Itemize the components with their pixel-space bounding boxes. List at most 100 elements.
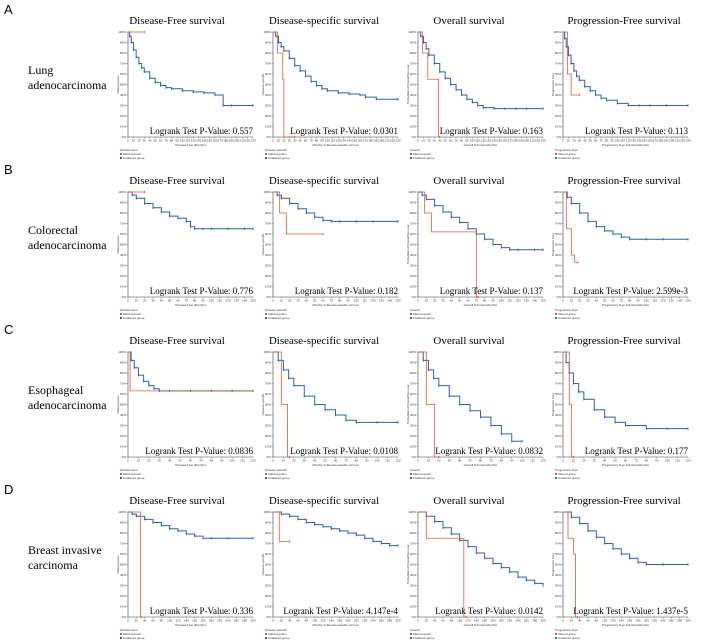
x-tick-label: 300 — [395, 619, 400, 623]
x-tick-label: 120 — [175, 619, 180, 623]
x-tick-label: 200 — [669, 139, 674, 143]
y-tick-label: 70% — [265, 222, 271, 226]
y-tick-label: 40% — [410, 573, 416, 577]
y-tick-label: 30% — [120, 264, 126, 268]
x-tick-label: 60 — [441, 619, 445, 623]
y-tick-label: 20% — [410, 274, 416, 278]
y-tick-label: 100% — [408, 190, 416, 194]
legend-label-unaltered: Unaltered group — [123, 316, 145, 320]
x-tick-label: 170 — [363, 139, 368, 143]
y-tick-label: 90% — [410, 361, 416, 365]
y-tick-label: 70% — [410, 542, 416, 546]
legend-title: Disease Free — [120, 308, 138, 312]
y-tick-label: 60% — [265, 232, 271, 236]
y-tick-label: 10% — [265, 445, 271, 449]
unaltered-survival-curve — [128, 351, 253, 392]
x-tick-label: 40 — [293, 139, 297, 143]
y-axis-label: Disease Free — [116, 395, 120, 413]
x-tick-label: 90 — [201, 299, 205, 303]
y-tick-label: 20% — [410, 594, 416, 598]
legend-swatch-altered — [555, 473, 557, 475]
logrank-p-value: Logrank Test P-Value: 0.776 — [150, 286, 254, 296]
x-axis-label: Overall Survival (Months) — [464, 303, 498, 307]
altered-survival-curve — [273, 191, 323, 235]
x-tick-label: 260 — [524, 619, 529, 623]
y-tick-label: 10% — [410, 605, 416, 609]
altered-survival-curve — [273, 351, 290, 458]
x-tick-label: 210 — [675, 139, 680, 143]
x-axis-label: Overall Survival (Months) — [464, 623, 498, 627]
x-tick-label: 60 — [296, 619, 300, 623]
legend-swatch-altered — [265, 313, 267, 315]
x-tick-label: 300 — [685, 619, 690, 623]
y-tick-label: 30% — [120, 424, 126, 428]
x-tick-label: 200 — [379, 139, 384, 143]
x-tick-label: 60 — [176, 299, 180, 303]
x-tick-label: 140 — [532, 299, 537, 303]
y-tick-label: 90% — [265, 521, 271, 525]
y-tick-label: 50% — [120, 243, 126, 247]
x-tick-label: 10 — [572, 459, 576, 463]
legend-swatch-altered — [555, 633, 557, 635]
y-tick-label: 60% — [120, 232, 126, 236]
legend-label-altered: Altered group — [123, 152, 141, 156]
legend-title: Progression Free — [555, 468, 578, 472]
x-tick-label: 220 — [245, 139, 250, 143]
x-tick-label: 70 — [199, 459, 203, 463]
x-tick-label: 120 — [225, 299, 230, 303]
x-tick-label: 190 — [229, 139, 234, 143]
x-tick-label: 300 — [540, 619, 545, 623]
y-tick-label: 70% — [555, 542, 561, 546]
cancer-type-label: Colorectal — [28, 223, 79, 237]
x-tick-label: 0 — [127, 619, 129, 623]
x-tick-label: 130 — [669, 299, 674, 303]
unaltered-survival-curve — [273, 191, 398, 222]
row-letter: A — [4, 2, 13, 17]
legend-swatch-unaltered — [120, 317, 122, 319]
y-tick-label: 100% — [553, 190, 561, 194]
x-tick-label: 200 — [354, 619, 359, 623]
y-tick-label: 20% — [555, 434, 561, 438]
y-tick-label: 10% — [120, 605, 126, 609]
x-tick-label: 30 — [441, 299, 445, 303]
legend-title: Overall — [410, 628, 420, 632]
legend-label-unaltered: Unaltered group — [268, 476, 290, 480]
y-tick-label: 30% — [120, 104, 126, 108]
x-tick-label: 0 — [272, 459, 274, 463]
legend-swatch-unaltered — [410, 637, 412, 639]
y-tick-label: 0% — [267, 295, 272, 299]
legend-swatch-unaltered — [555, 157, 557, 159]
x-tick-label: 220 — [507, 619, 512, 623]
x-tick-label: 50 — [468, 459, 472, 463]
unaltered-survival-curve — [128, 511, 253, 539]
legend-label-unaltered: Unaltered group — [558, 636, 580, 640]
km-panel: Disease-Free survival 0% 10% 20% 30% 40% 50% 60… — [116, 335, 256, 480]
x-tick-label: 120 — [320, 619, 325, 623]
x-tick-label: 120 — [191, 139, 196, 143]
x-tick-label: 100 — [602, 619, 607, 623]
x-tick-label: 10 — [137, 459, 141, 463]
y-tick-label: 50% — [410, 563, 416, 567]
km-panel: Overall survival 0% 10% 20% 30% 40% 50% 60% 70% 8… — [406, 335, 546, 480]
y-axis-label: Progression Free — [551, 553, 555, 576]
x-tick-label: 0 — [417, 619, 419, 623]
x-tick-label: 140 — [242, 299, 247, 303]
x-tick-label: 40 — [438, 139, 442, 143]
x-tick-label: 10 — [277, 139, 281, 143]
legend-swatch-unaltered — [555, 477, 557, 479]
x-tick-label: 160 — [192, 619, 197, 623]
x-tick-label: 150 — [497, 139, 502, 143]
x-tick-label: 60 — [151, 619, 155, 623]
km-panel: Overall survival 0% 10% 20% 30% 40% 50% 60% 70% 8… — [406, 175, 546, 320]
legend-swatch-unaltered — [555, 637, 557, 639]
y-tick-label: 60% — [265, 552, 271, 556]
legend-label-unaltered: Unaltered group — [558, 476, 580, 480]
x-tick-label: 110 — [217, 299, 222, 303]
y-tick-label: 90% — [120, 41, 126, 45]
x-tick-label: 150 — [395, 299, 400, 303]
y-tick-label: 50% — [120, 403, 126, 407]
logrank-p-value: Logrank Test P-Value: 2.599e-3 — [573, 286, 688, 296]
unaltered-survival-curve — [273, 31, 398, 100]
y-tick-label: 90% — [265, 361, 271, 365]
y-tick-label: 10% — [120, 285, 126, 289]
